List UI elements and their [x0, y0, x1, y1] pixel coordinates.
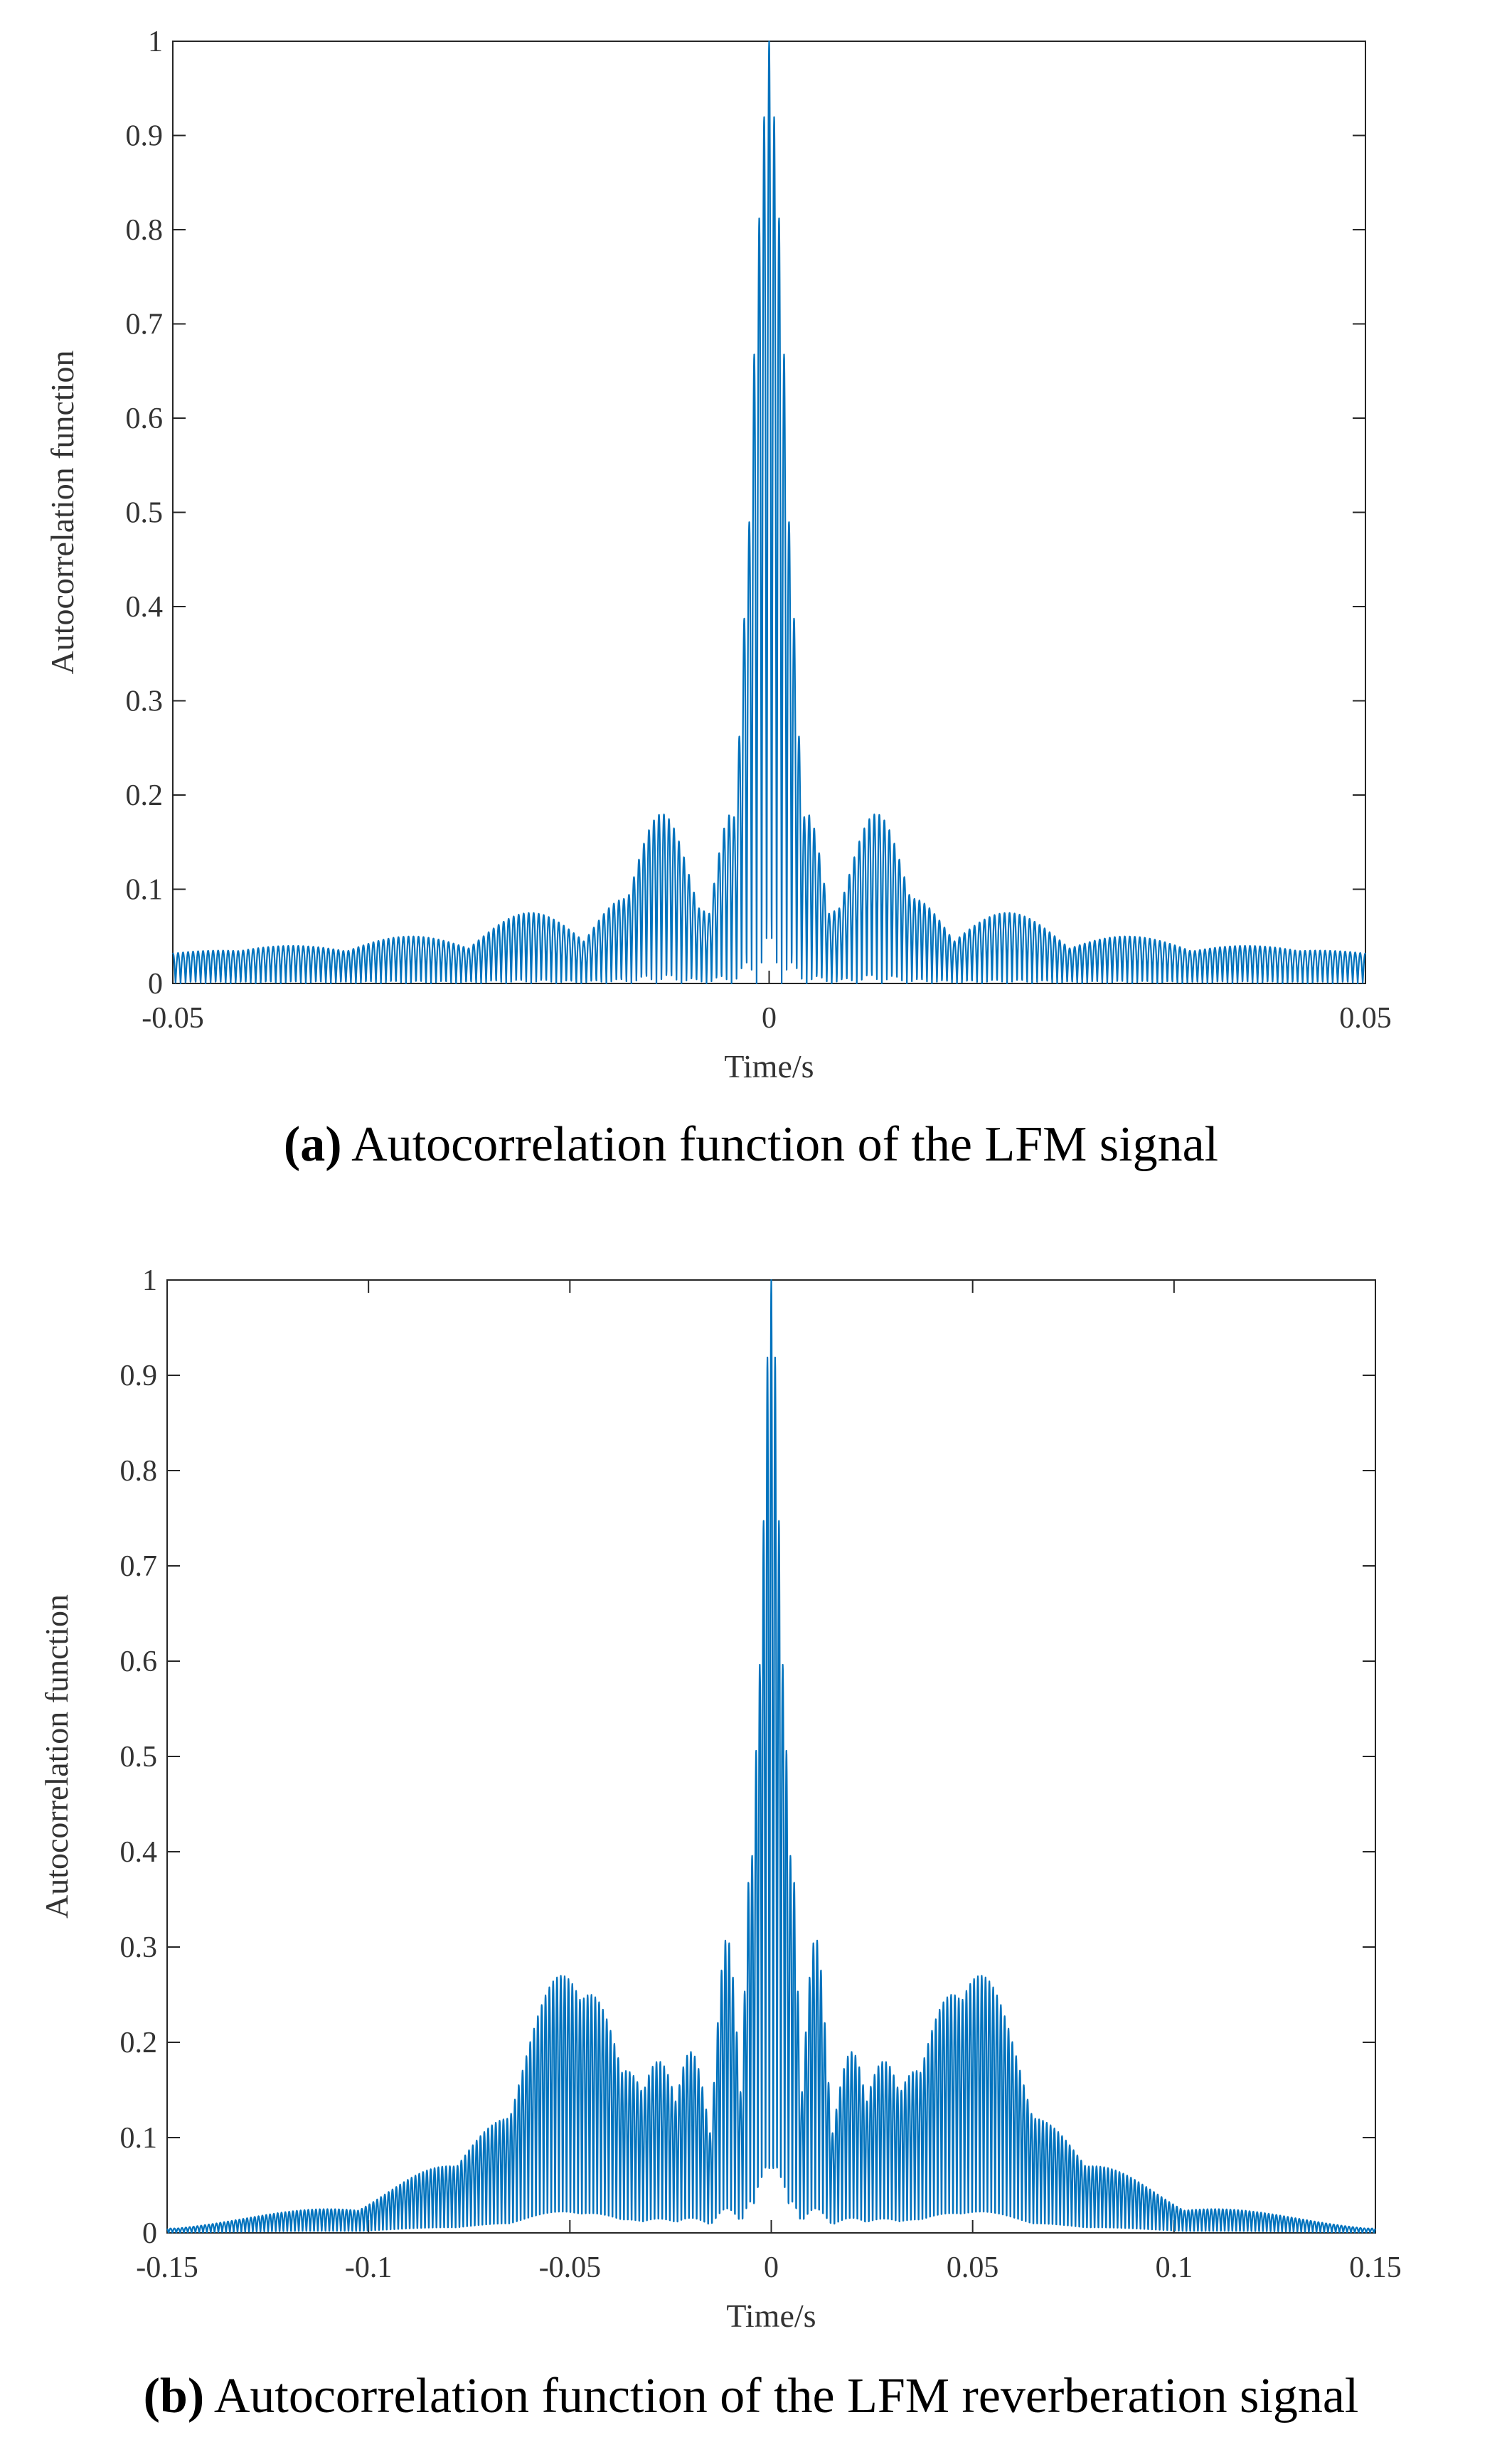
x-tick-label: -0.05 [539, 2251, 602, 2284]
chart-b: -0.15 -0.1 -0.05 0 0.05 0.1 0.15 0 0.1 0.2 0.3 0.4 0… [38, 1264, 1402, 2334]
y-axis-label: Autocorrelation function [44, 350, 80, 674]
caption-a-text: Autocorrelation function of the LFM sign… [351, 1117, 1219, 1172]
y-tick-label: 0.9 [126, 120, 164, 153]
y-tick-label: 0.7 [126, 309, 164, 341]
peak-point [220, 950, 221, 951]
caption-b-label: (b) [143, 2369, 205, 2423]
x-axis-label: Time/s [724, 1048, 814, 1084]
y-tick-label: 0.6 [120, 1646, 158, 1678]
x-tick-label: 0.05 [1339, 1002, 1392, 1035]
peak-point [411, 936, 412, 937]
x-tick-label: -0.15 [136, 2251, 198, 2284]
y-tick-label: 0 [148, 968, 163, 1001]
peak-point [727, 1937, 728, 1938]
y-tick-label: 0.8 [126, 214, 164, 247]
peak-point [884, 2061, 885, 2062]
peak-point [1007, 912, 1008, 913]
caption-b-text: Autocorrelation function of the LFM reve… [213, 2369, 1359, 2423]
x-tick-label: -0.05 [142, 1002, 204, 1035]
y-tick-label: 0.3 [120, 1931, 158, 1964]
peak-point [626, 898, 627, 899]
peak-point [775, 1356, 776, 1357]
peak-point [815, 1937, 816, 1938]
y-tick-label: 0.6 [126, 402, 164, 435]
y-tick-label: 0 [142, 2217, 157, 2250]
y-tick-label: 0.8 [120, 1455, 158, 1488]
plot-area-frame [172, 41, 1366, 984]
figure-a: -0.05 0 0.05 0 0.1 0.2 0.3 0.4 0.5 0.6 0.7 0.8 0.9 1 T… [0, 0, 1502, 1209]
y-tick-label: 0.2 [120, 2027, 158, 2059]
peak-point [789, 700, 790, 701]
y-tick-label: 0.9 [120, 1360, 158, 1392]
y-tick-label: 0.3 [126, 686, 164, 718]
y-tick-label: 0.4 [120, 1836, 158, 1869]
y-tick-label: 1 [148, 26, 163, 58]
y-tick-label: 0.5 [120, 1741, 158, 1774]
x-tick-label: 0.05 [947, 2251, 999, 2284]
y-tick-label: 1 [142, 1264, 157, 1297]
peak-point [509, 2118, 510, 2119]
autocorrelation-series-line [166, 1279, 1376, 2234]
y-tick-label: 0.1 [126, 874, 164, 907]
x-tick-label: -0.1 [345, 2251, 393, 2284]
peak-point [748, 700, 749, 701]
autocorrelation-series-line [172, 40, 1366, 985]
x-tick-label: 0.1 [1156, 2251, 1193, 2284]
figure-b: -0.15 -0.1 -0.05 0 0.05 0.1 0.15 0 0.1 0.2 0.3 0.4 0… [0, 1223, 1502, 2464]
peak-point [697, 908, 698, 909]
y-tick-label: 0.5 [126, 497, 164, 530]
y-axis-label: Autocorrelation function [38, 1594, 75, 1919]
chart-a: -0.05 0 0.0500.10.20.30.40.50.60.70.80.91T… [44, 26, 1392, 1084]
x-axis-label: Time/s [726, 2298, 816, 2334]
peak-point [658, 2061, 659, 2062]
y-tick-label: 0.2 [126, 779, 164, 812]
caption-b: (b) Autocorrelation function of the LFM … [0, 2368, 1502, 2425]
x-tick-label: 0.15 [1349, 2251, 1402, 2284]
peak-point [763, 1518, 764, 1519]
caption-a: (a) Autocorrelation function of the LFM … [0, 1116, 1502, 1173]
peak-point [1126, 936, 1127, 937]
y-tick-label: 0.4 [126, 591, 164, 624]
peak-point [759, 1661, 760, 1662]
x-tick-label: 0 [762, 1002, 777, 1035]
y-tick-label: 0.7 [120, 1550, 158, 1583]
peak-point [1317, 950, 1318, 951]
x-tick-label: 0 [764, 2251, 779, 2284]
peak-point [783, 1661, 784, 1662]
caption-a-label: (a) [283, 1117, 342, 1172]
y-tick-label: 0.1 [120, 2122, 158, 2155]
